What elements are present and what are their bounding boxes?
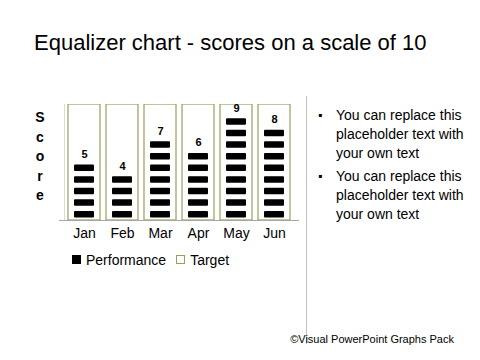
html-text:e: e — [36, 187, 44, 203]
html-text:o: o — [35, 148, 45, 164]
svg-text:9: 9 — [233, 102, 239, 114]
html-text:Equalizer chart - scores on a: Equalizer chart - scores on a scale of 1… — [34, 30, 427, 55]
svg-text:4: 4 — [119, 160, 126, 172]
html-text:You can replace this placehold: You can replace this placeholder text wi… — [336, 168, 464, 222]
svg-text:May: May — [223, 225, 249, 241]
svg-text:5: 5 — [81, 148, 87, 160]
svg-text:Jun: Jun — [263, 225, 286, 241]
svg-text:8: 8 — [271, 113, 277, 125]
svg-text:Mar: Mar — [148, 225, 172, 241]
html-text:You can replace this placehold: You can replace this placeholder text wi… — [336, 107, 464, 161]
html-text:Performance: Performance — [86, 251, 167, 268]
svg-text:Apr: Apr — [188, 225, 210, 241]
html-text:r: r — [37, 167, 43, 184]
html-text:Target: Target — [190, 251, 230, 268]
svg-text:7: 7 — [157, 125, 163, 137]
svg-text:6: 6 — [195, 136, 201, 148]
html-text:c: c — [36, 128, 44, 145]
html-text:©Visual PowerPoint Graphs Pack: ©Visual PowerPoint Graphs Pack — [290, 333, 454, 345]
svg-text:Jan: Jan — [73, 225, 96, 241]
html-text:S: S — [35, 109, 45, 125]
svg-text:Feb: Feb — [110, 225, 134, 241]
